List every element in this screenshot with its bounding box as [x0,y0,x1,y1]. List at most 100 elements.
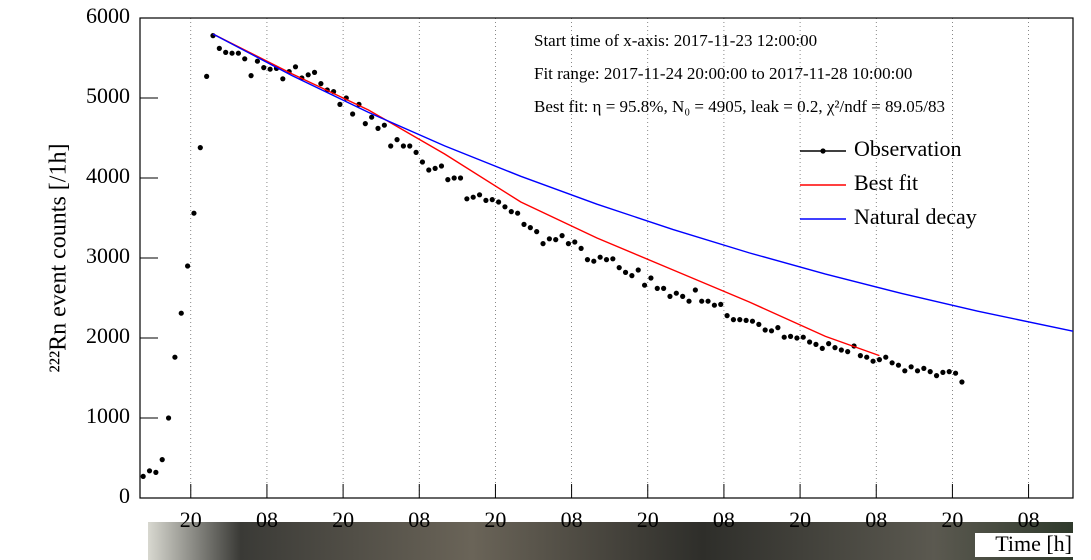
x-tick-label: 08 [1018,507,1040,532]
observation-point [959,379,965,385]
observation-point [622,269,629,275]
legend-marker [820,148,826,154]
observation-point [178,310,184,316]
plot-area: 20 08 20 08 20 08 20 08 20 08 20 08 0 1000 2000 3000 400… [86,3,1074,532]
x-tick-label: 20 [332,507,354,532]
observation-point [756,321,762,327]
observation-point [635,267,641,273]
observation-point [185,263,191,269]
photo-strip [148,522,1073,560]
observation-point [527,225,533,231]
curve [212,33,1074,332]
observation-point [216,45,222,52]
observation-point [172,354,178,360]
observation-point [667,293,673,299]
x-label-bg [975,533,1073,557]
observation-point [496,199,502,205]
observation-point [597,254,603,260]
observation-point [718,301,724,307]
observation-point [914,368,921,374]
observation-point [318,81,324,87]
observation-point [419,159,426,165]
observation-point [762,327,768,333]
observation-point [864,354,870,360]
legend-label: Best fit [854,170,918,195]
observation-point [426,167,432,173]
observation-point [927,369,933,375]
observation-point [724,313,730,319]
observation-point [565,241,572,247]
observation-point [229,50,235,56]
x-tick-label: 08 [408,507,430,532]
observation-point [362,121,368,127]
observation-point [369,114,375,120]
observation-point [940,369,946,375]
observation-point [603,257,610,263]
annotation: Best fit: η = 95.8%, N₀ = 4905, leak = 0… [534,97,945,116]
y-axis-label: ²²²Rn event counts [/1h] [46,144,72,373]
observation-point [413,149,419,155]
observation-point [775,325,781,331]
observation-point [388,143,394,149]
observation-point [457,175,464,181]
observation-point [540,241,546,247]
observation-point [743,317,749,323]
observation-point [337,101,343,107]
observation-point [515,210,521,216]
observation-point [394,137,400,143]
observation-point [680,293,686,299]
x-tick-label: 08 [256,507,278,532]
observation-point [248,73,254,79]
observation-point [470,194,476,200]
observation-point [489,197,495,203]
observation-point [781,334,787,340]
observation-point [165,415,172,421]
observation-point [261,65,267,71]
y-tick-label: 1000 [86,403,130,428]
observation-point [730,317,737,323]
observation-point [749,318,756,324]
x-tick-label: 08 [865,507,887,532]
observation-point [553,237,559,243]
observation-point [223,49,229,56]
observation-point [591,258,597,264]
observation-point [311,69,318,75]
observation-point [400,143,406,149]
observation-point [819,345,825,351]
observation-point [508,209,514,215]
observation-point [832,345,838,351]
observation-point [140,473,146,479]
observation-point [464,196,470,202]
observation-point [946,369,952,375]
observation-point [933,373,940,379]
observation-point [699,298,705,304]
x-tick-label: 20 [180,507,202,532]
observation-point [235,50,241,56]
observation-point [292,64,299,70]
observation-point [692,287,698,293]
x-tick-label: 08 [713,507,735,532]
y-tick-label: 5000 [86,83,130,108]
observation-point [921,365,927,371]
observation-point [952,370,959,376]
observation-point [648,275,654,281]
x-tick-label: 20 [789,507,811,532]
y-tick-label: 6000 [86,3,130,28]
observation-point [534,229,540,235]
x-tick-label: 20 [637,507,659,532]
observation-point [902,368,908,374]
observation-point [476,192,483,198]
observation-point [280,76,286,82]
observation-point [305,72,311,78]
observation-point [870,358,876,364]
observation-point [375,125,381,131]
observation-point [889,360,895,366]
curve [212,33,880,357]
legend-label: Natural decay [854,204,977,229]
observation-point [521,221,527,227]
observation-point [610,256,616,262]
observation-point [813,341,819,347]
observation-point [787,333,794,339]
observation-point [768,328,775,334]
